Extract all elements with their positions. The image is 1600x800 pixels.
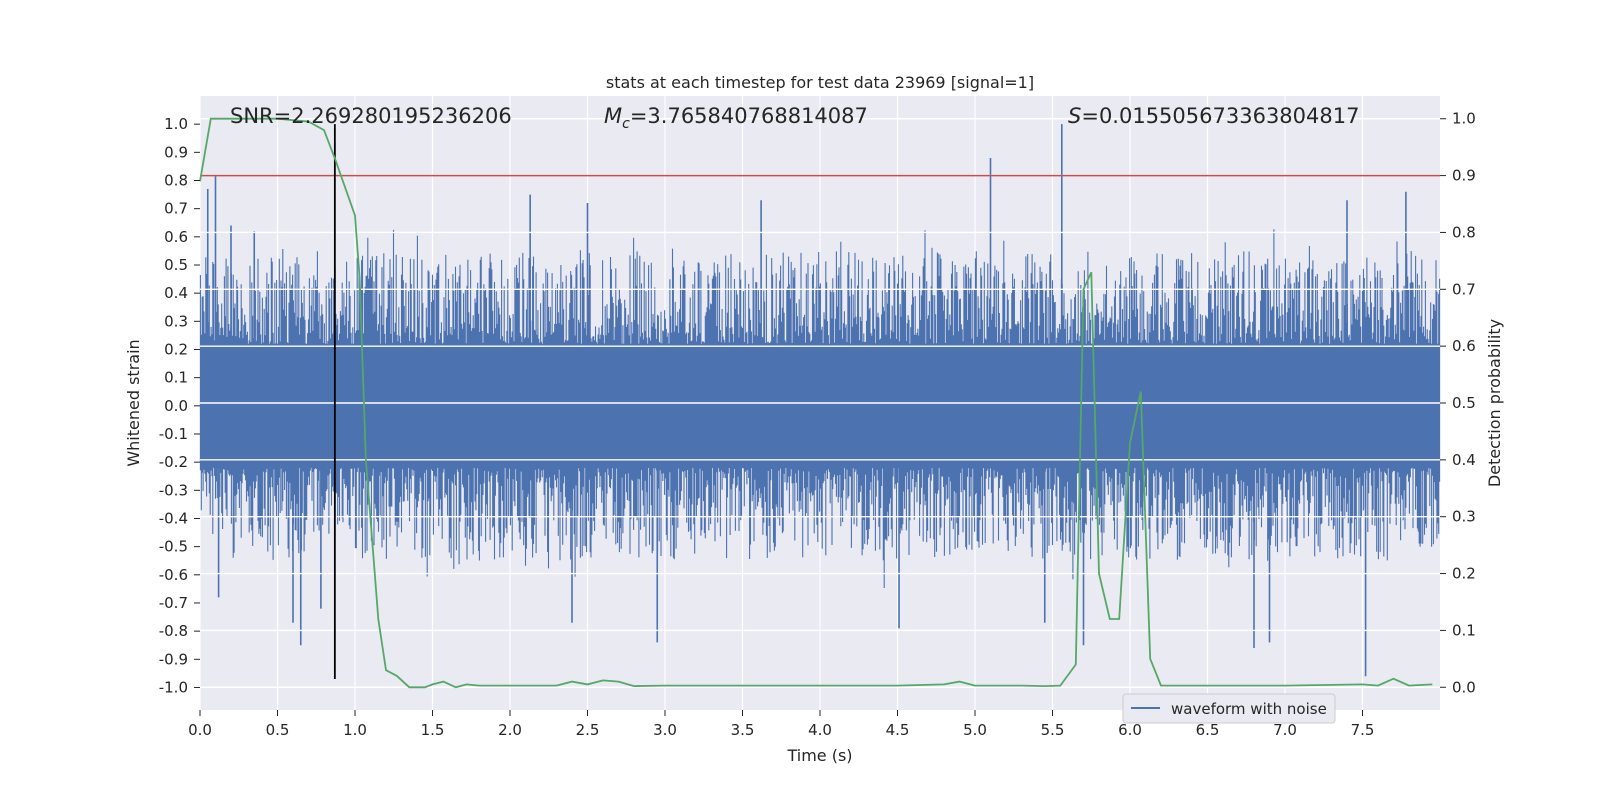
y-left-tick-label: 0.7 [164,200,188,218]
waveform-noise-trace [199,229,1441,588]
snr-annotation: SNR=2.269280195236206 [230,104,512,128]
y-right-tick-label: 0.6 [1452,337,1476,355]
s-value: =0.015505673363804817 [1081,104,1359,128]
y-left-tick-label: -0.2 [159,453,188,471]
chirp-mass-value: =3.765840768814087 [630,104,868,128]
y-left-tick-label: 0.2 [164,340,188,358]
y-right-tick-label: 0.2 [1452,565,1476,583]
y-left-tick-label: 0.0 [164,397,188,415]
y-right-tick-label: 0.7 [1452,280,1476,298]
y-left-tick-label: -0.4 [159,509,188,527]
probability-line [199,117,1433,689]
legend-box [1122,693,1336,724]
y-left-tick-label: 0.3 [164,312,188,330]
axes: 0.0 0.5 1.0 1.5 2.0 2.5 3.0 3.5 4.0 4.5 5.0 5.5 6.0 6… [159,110,1476,739]
y-left-tick-label: -0.5 [159,538,188,556]
x-tick-label: 3.0 [653,721,677,739]
y-right-tick-label: 1.0 [1452,110,1476,128]
x-tick-label: 4.0 [808,721,832,739]
x-tick-label: 6.0 [1118,721,1142,739]
x-tick-label: 0.5 [266,721,290,739]
y-left-tick-label: 0.9 [164,143,188,161]
overlay-lines [199,117,1440,689]
y-left-tick-label: -0.1 [159,425,188,443]
y-right-tick-label: 0.0 [1452,678,1476,696]
legend-label: waveform with noise [1171,700,1327,718]
chart-title: stats at each timestep for test data 239… [606,73,1034,92]
y-left-tick-label: -1.0 [159,678,188,696]
x-tick-label: 4.5 [886,721,910,739]
y-right-tick-label: 0.1 [1452,621,1476,639]
x-tick-label: 5.0 [963,721,987,739]
y-right-tick-label: 0.3 [1452,508,1476,526]
x-tick-label: 0.0 [188,721,212,739]
x-tick-label: 3.5 [731,721,755,739]
x-tick-label: 1.0 [343,721,367,739]
x-tick-label: 7.5 [1351,721,1375,739]
y-left-tick-label: -0.8 [159,622,188,640]
y-right-tick-label: 0.4 [1452,451,1476,469]
s-annotation: S=0.015505673363804817 [1068,104,1359,128]
y-axis-label-left: Whitened strain [124,339,143,466]
y-left-tick-label: 0.8 [164,171,188,189]
x-tick-label: 6.5 [1196,721,1220,739]
y-axis-label-right: Detection probability [1485,319,1504,487]
legend: waveform with noise [1122,693,1336,724]
y-left-tick-label: 0.5 [164,256,188,274]
y-right-tick-label: 0.8 [1452,223,1476,241]
y-left-tick-label: 0.1 [164,369,188,387]
y-left-tick-label: -0.6 [159,566,188,584]
y-left-tick-label: -0.7 [159,594,188,612]
x-tick-label: 2.0 [498,721,522,739]
chirp-mass-subscript: c [622,116,630,132]
y-right-tick-label: 0.9 [1452,167,1476,185]
x-tick-label: 5.5 [1041,721,1065,739]
y-left-tick-label: 0.4 [164,284,188,302]
s-symbol: S [1068,104,1081,128]
chirp-mass-annotation: Mc=3.765840768814087 [604,104,868,132]
chirp-mass-symbol: M [604,104,622,128]
x-tick-label: 7.0 [1273,721,1297,739]
y-left-tick-label: -0.9 [159,650,188,668]
y-left-tick-label: -0.3 [159,481,188,499]
y-right-tick-label: 0.5 [1452,394,1476,412]
y-left-tick-label: 0.6 [164,228,188,246]
x-tick-label: 2.5 [576,721,600,739]
waveform-series [199,124,1441,677]
y-left-tick-label: 1.0 [164,115,188,133]
x-axis-label: Time (s) [786,746,852,765]
x-tick-label: 1.5 [421,721,445,739]
